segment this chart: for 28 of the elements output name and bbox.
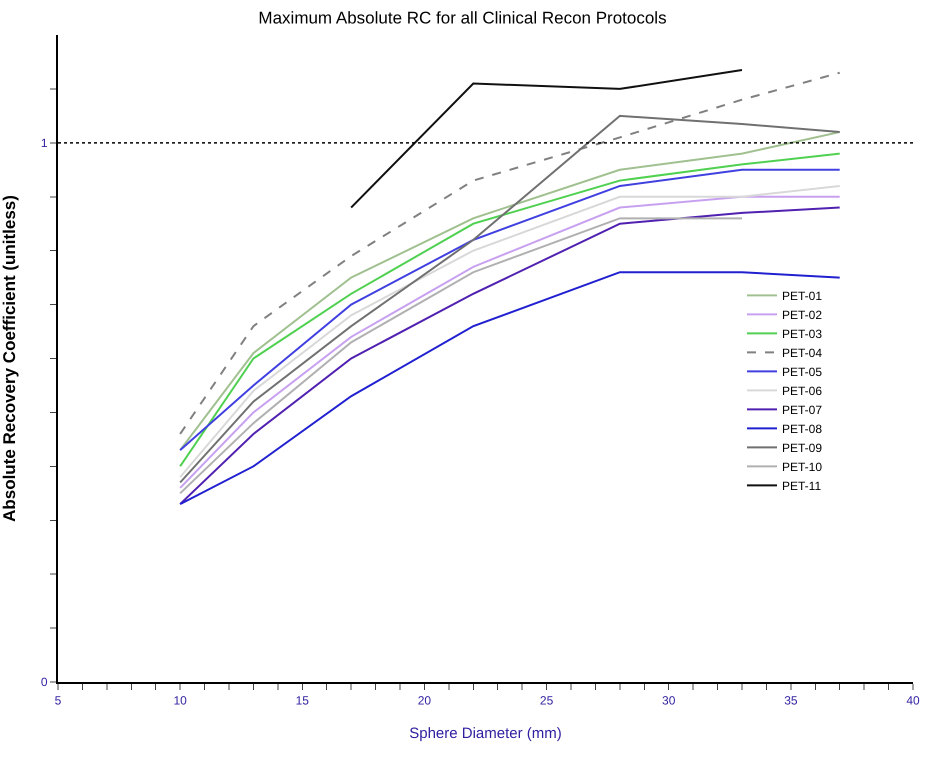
legend-label: PET-09 bbox=[782, 441, 822, 456]
legend-label: PET-11 bbox=[782, 479, 822, 494]
legend-label: PET-03 bbox=[782, 327, 822, 342]
legend-label: PET-02 bbox=[782, 308, 822, 322]
x-tick-label: 30 bbox=[662, 693, 676, 708]
legend-label: PET-08 bbox=[782, 422, 822, 436]
x-tick-label: 20 bbox=[418, 693, 432, 708]
y-tick-label: 0 bbox=[40, 675, 48, 690]
line-series bbox=[179, 271, 841, 506]
y-tick-label: 1 bbox=[40, 136, 48, 150]
legend-label: PET-05 bbox=[782, 365, 822, 380]
legend-label: PET-10 bbox=[782, 460, 822, 474]
legend-label: PET-07 bbox=[782, 403, 822, 418]
x-tick-label: 35 bbox=[784, 693, 798, 708]
x-tick-label: 5 bbox=[54, 693, 62, 708]
x-tick-label: 15 bbox=[296, 693, 310, 708]
x-tick-label: 25 bbox=[540, 693, 554, 708]
legend-label: PET-06 bbox=[782, 384, 822, 398]
x-axis-title: Sphere Diameter (mm) bbox=[409, 725, 562, 742]
line-series bbox=[179, 217, 743, 494]
line-series bbox=[350, 69, 743, 209]
line-series bbox=[179, 72, 841, 435]
legend-label: PET-01 bbox=[782, 289, 822, 304]
legend-label: PET-04 bbox=[782, 346, 822, 360]
x-tick-label: 40 bbox=[906, 693, 920, 708]
x-tick-label: 10 bbox=[173, 693, 188, 708]
chart-title: Maximum Absolute RC for all Clinical Recon Protocols bbox=[258, 8, 667, 28]
y-axis-title: Absolute Recovery Coefficient (unitless) bbox=[0, 195, 19, 522]
